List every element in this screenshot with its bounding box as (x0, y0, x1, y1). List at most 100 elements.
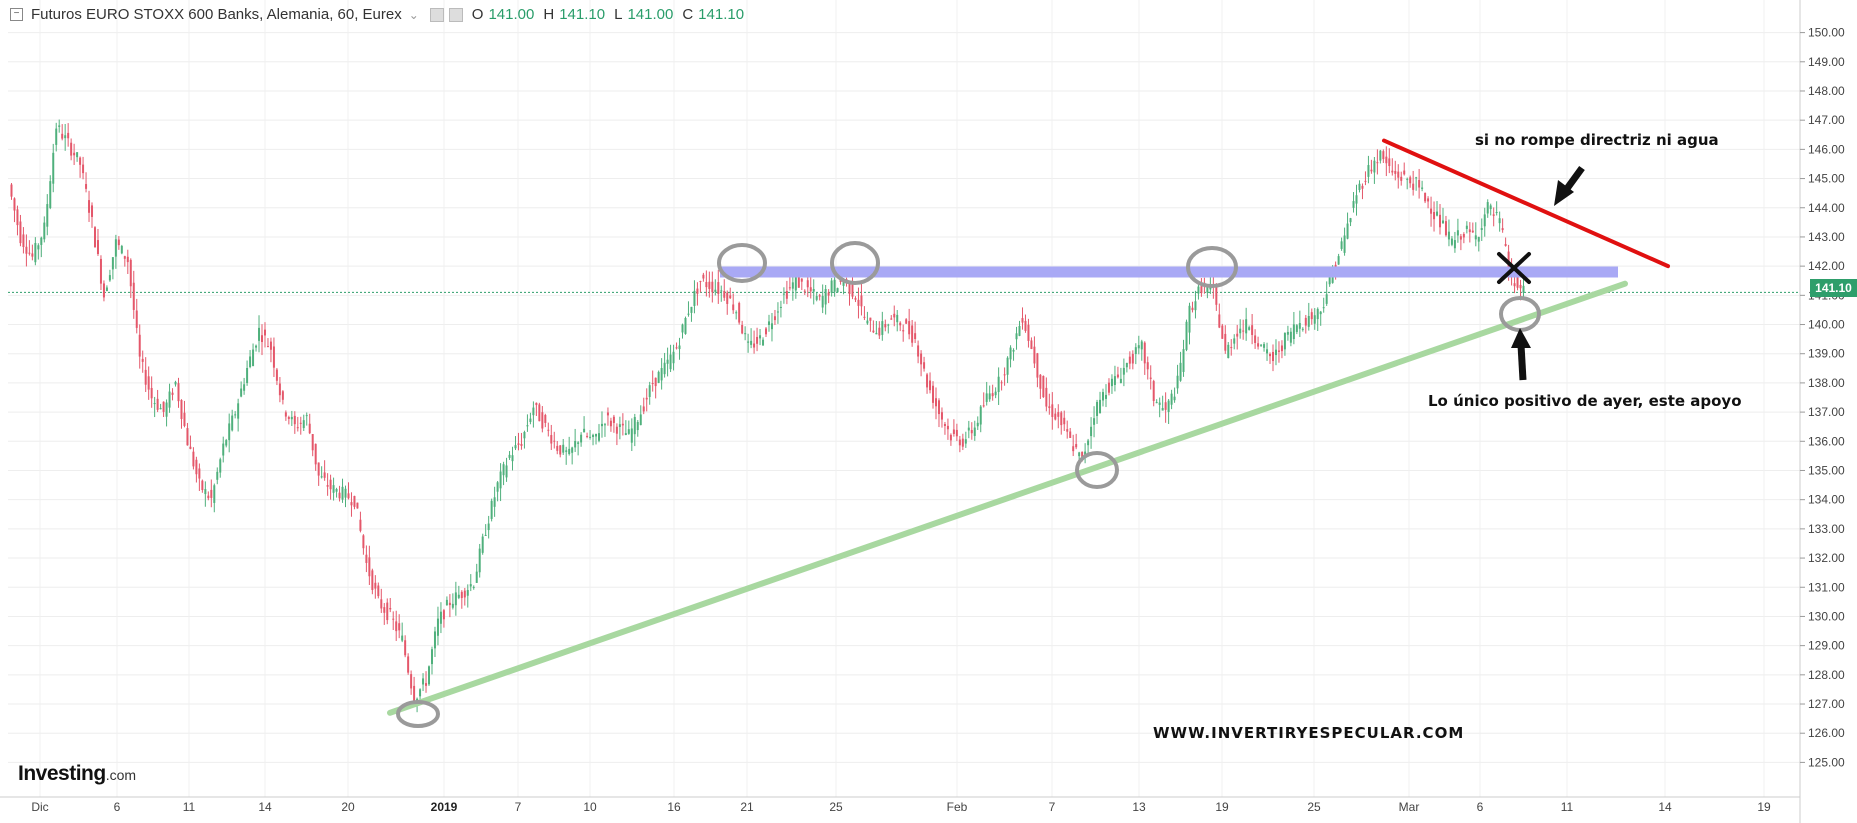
candle (234, 411, 237, 419)
candle (773, 309, 776, 325)
candle (1027, 318, 1030, 348)
candle (1382, 149, 1385, 163)
open-value: 141.00 (488, 6, 535, 23)
candle (672, 344, 675, 371)
candle (1280, 340, 1283, 359)
candle (1248, 325, 1251, 331)
candle (442, 608, 445, 628)
candle (55, 122, 58, 152)
hide-icon[interactable] (448, 7, 463, 22)
candle (526, 414, 529, 432)
candle (991, 384, 994, 401)
candle (216, 467, 219, 485)
candle (964, 431, 967, 448)
candle (493, 486, 496, 517)
candle (1343, 227, 1346, 256)
candle (37, 243, 40, 260)
candle (696, 282, 699, 306)
candle (765, 327, 768, 338)
candle (1197, 284, 1200, 300)
collapse-legend-button[interactable]: − (10, 8, 23, 21)
candle (1313, 308, 1316, 330)
candle (28, 240, 31, 256)
candle (1045, 377, 1048, 412)
candle (896, 310, 899, 332)
candle (469, 574, 472, 592)
candle (869, 317, 872, 332)
candle (240, 381, 243, 398)
candle (129, 258, 132, 299)
candle (210, 479, 213, 508)
candle (729, 287, 732, 300)
close-key: C (682, 6, 694, 23)
candle (678, 337, 681, 360)
candle (153, 396, 156, 418)
candle (1039, 374, 1042, 399)
candle (73, 143, 76, 165)
y-tick-label: 132.00 (1808, 551, 1845, 565)
candle (1361, 183, 1364, 200)
candle (624, 420, 627, 436)
candle (1295, 324, 1298, 335)
candle (1104, 384, 1107, 408)
open-key: O (471, 6, 484, 23)
candle (580, 432, 583, 447)
candle (606, 407, 609, 426)
candle (1406, 177, 1409, 190)
y-axis[interactable]: 150.00 149.00 148.00 147.00 146.00 145.00 144.… (1800, 26, 1845, 770)
candle (1322, 297, 1325, 313)
chevron-down-icon[interactable]: ⌄ (408, 7, 419, 22)
x-tick-label: 25 (829, 800, 843, 814)
resistance-trendline (1382, 138, 1670, 269)
instrument-title[interactable]: Futuros EURO STOXX 600 Banks, Alemania, … (31, 6, 402, 23)
candle (1164, 392, 1167, 423)
candle (529, 412, 532, 425)
candle (762, 337, 765, 346)
investing-logo[interactable]: Investing.com (18, 762, 136, 786)
candle (398, 614, 401, 639)
candle (487, 515, 490, 539)
candle (967, 420, 970, 439)
x-tick-label: 19 (1757, 800, 1771, 814)
candle (231, 409, 234, 432)
candle (1102, 388, 1105, 407)
candle (890, 315, 893, 320)
y-tick-label: 130.00 (1808, 609, 1845, 623)
candle (290, 410, 293, 426)
x-tick-label: 6 (1477, 800, 1484, 814)
candle (583, 416, 586, 433)
candle (1319, 310, 1322, 326)
candle (16, 205, 19, 236)
candle (1188, 302, 1191, 345)
candle (654, 377, 657, 399)
candle (356, 502, 359, 509)
candle (49, 175, 52, 210)
candle (460, 590, 463, 609)
candle (1412, 170, 1415, 196)
candle (908, 308, 911, 340)
candle (1015, 326, 1018, 350)
candle (508, 451, 511, 460)
candle (320, 466, 323, 479)
candle (848, 280, 851, 306)
candle (636, 419, 639, 437)
candle (126, 249, 129, 274)
candle (1155, 399, 1158, 404)
candle (1063, 410, 1066, 432)
candle (723, 279, 726, 301)
candle (866, 311, 869, 325)
candle (93, 226, 96, 248)
candle (284, 410, 287, 421)
x-axis[interactable]: Dic 6 11 14 20 2019 7 10 16 21 25 Feb 7 13 19 25 Mar 6 11 1… (31, 800, 1771, 814)
candle (1274, 339, 1277, 366)
candle (1424, 192, 1427, 204)
candle (887, 323, 890, 334)
candle (1185, 319, 1188, 352)
candle (660, 358, 663, 390)
candle (759, 329, 762, 346)
settings-icon[interactable] (429, 7, 444, 22)
candle (1298, 310, 1301, 338)
candle (598, 424, 601, 443)
candle (156, 389, 159, 413)
